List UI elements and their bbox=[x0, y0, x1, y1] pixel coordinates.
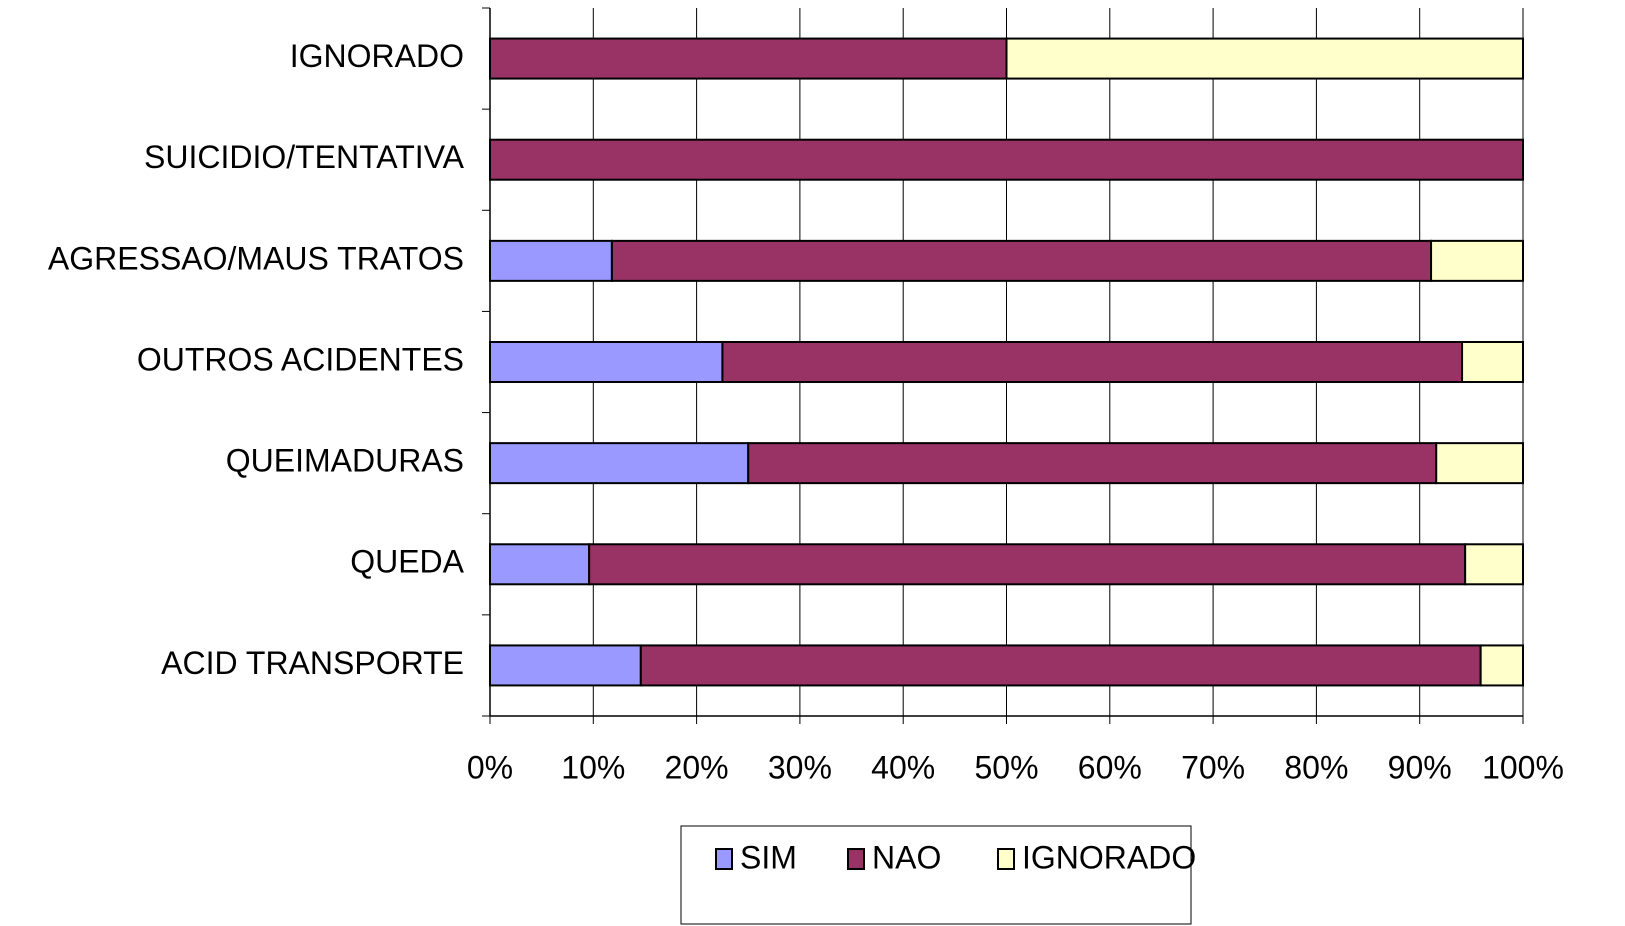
bar-segment bbox=[1430, 239, 1524, 282]
bar-segment bbox=[1435, 442, 1525, 485]
bar-segment bbox=[747, 442, 1438, 485]
y-tick-label: SUICIDIO/TENTATIVA bbox=[144, 139, 465, 175]
legend-label: SIM bbox=[740, 839, 797, 875]
x-tick-label: 20% bbox=[665, 749, 729, 785]
bar-segment bbox=[489, 442, 750, 485]
x-tick-label: 100% bbox=[1482, 749, 1564, 785]
x-tick-label: 60% bbox=[1078, 749, 1142, 785]
x-tick-label: 70% bbox=[1181, 749, 1245, 785]
bar-segment bbox=[1464, 543, 1524, 586]
bar-segment bbox=[489, 341, 724, 383]
legend-swatch bbox=[715, 848, 733, 870]
bar-segment bbox=[489, 543, 591, 586]
x-tick-label: 80% bbox=[1284, 749, 1348, 785]
bar-segment bbox=[1005, 37, 1524, 80]
legend-label: NAO bbox=[872, 839, 941, 875]
legend-label: IGNORADO bbox=[1022, 839, 1196, 875]
y-tick-label: ACID TRANSPORTE bbox=[161, 645, 464, 681]
legend-swatch bbox=[997, 848, 1015, 870]
legend-box bbox=[680, 825, 1192, 925]
bar-segment bbox=[1461, 341, 1524, 383]
bar-segment bbox=[489, 644, 642, 687]
bar-segment bbox=[1479, 644, 1524, 687]
legend-swatch bbox=[847, 848, 865, 870]
bar-segment bbox=[489, 138, 1524, 181]
bar-segment bbox=[588, 543, 1467, 586]
bar-segment bbox=[721, 341, 1464, 383]
y-tick-label: OUTROS ACIDENTES bbox=[137, 341, 464, 377]
y-tick-label: IGNORADO bbox=[290, 38, 464, 74]
x-tick-label: 30% bbox=[768, 749, 832, 785]
y-tick-label: QUEIMADURAS bbox=[226, 443, 464, 479]
y-tick-label: QUEDA bbox=[350, 544, 464, 580]
x-tick-label: 50% bbox=[974, 749, 1038, 785]
x-tick-label: 10% bbox=[561, 749, 625, 785]
bar-segment bbox=[489, 37, 1008, 80]
x-tick-label: 90% bbox=[1388, 749, 1452, 785]
bar-segment bbox=[610, 239, 1433, 282]
bar-segment bbox=[489, 239, 613, 282]
y-tick-label: AGRESSAO/MAUS TRATOS bbox=[48, 240, 464, 276]
bar-segment bbox=[639, 644, 1482, 687]
x-tick-label: 0% bbox=[467, 749, 513, 785]
x-tick-label: 40% bbox=[871, 749, 935, 785]
